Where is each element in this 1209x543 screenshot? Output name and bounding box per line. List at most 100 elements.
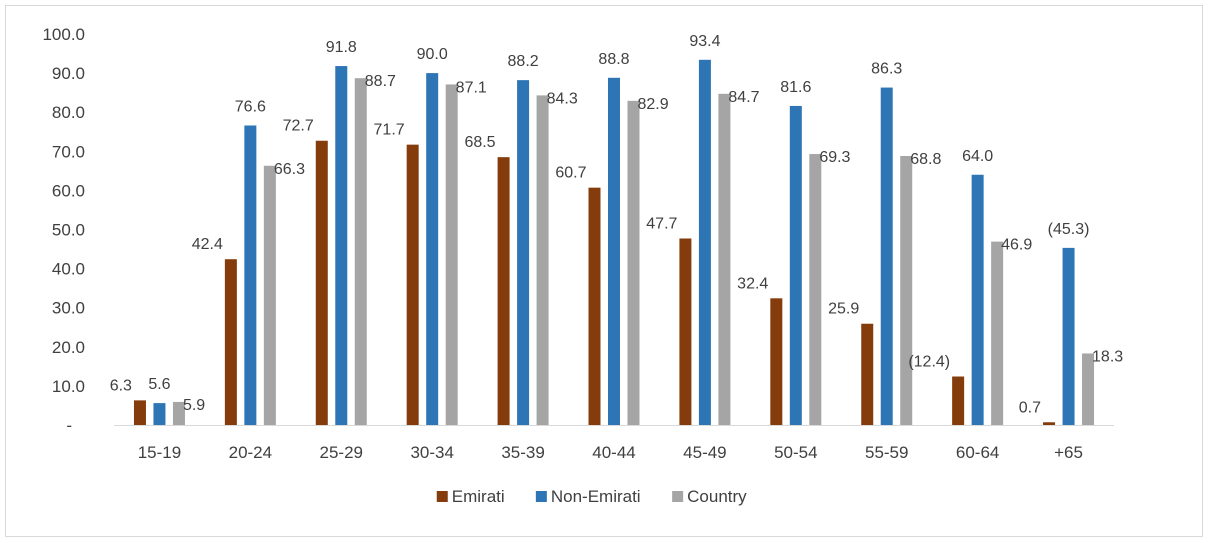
y-tick-label: 80.0	[52, 103, 85, 122]
data-label: 68.8	[910, 151, 941, 168]
data-label: 84.3	[547, 90, 578, 107]
bar-non-emirati	[880, 87, 893, 425]
x-tick-label: 55-59	[865, 443, 908, 462]
data-label: 88.8	[598, 51, 629, 68]
data-label: 64.0	[962, 148, 993, 165]
bar-country	[900, 155, 913, 425]
y-tick-label: 50.0	[52, 221, 85, 240]
bar-non-emirati	[153, 403, 166, 425]
bar-non-emirati	[244, 125, 257, 425]
data-label: 32.4	[737, 275, 768, 292]
y-tick-label: 40.0	[52, 260, 85, 279]
y-tick-label: -	[66, 416, 72, 435]
x-tick-label: 60-64	[956, 443, 999, 462]
y-tick-label: 60.0	[52, 181, 85, 200]
bar-non-emirati	[1062, 247, 1075, 425]
x-tick-label: +65	[1054, 443, 1083, 462]
bar-emirati	[770, 298, 783, 425]
data-label: 47.7	[646, 215, 677, 232]
bar-non-emirati	[517, 80, 530, 425]
data-label: 5.6	[148, 376, 170, 393]
bar-country	[809, 154, 822, 426]
data-label: 60.7	[555, 165, 586, 182]
bar-emirati	[133, 400, 146, 425]
data-label: 6.3	[110, 377, 132, 394]
data-label: 18.3	[1092, 348, 1123, 365]
bar-emirati	[497, 157, 510, 426]
data-label: 5.9	[183, 397, 205, 414]
x-tick-label: 25-29	[320, 443, 363, 462]
chart-frame: - 10.0 20.0 30.0 40.0 50.0 60.0 70.0 80.0 90.0 100…	[5, 5, 1203, 537]
bar-non-emirati	[426, 73, 439, 425]
x-axis: 15-19 20-24 25-29 30-34 35-39 40-44 45-49 50-54…	[114, 425, 1114, 462]
y-tick-label: 70.0	[52, 142, 85, 161]
bar-country	[536, 95, 549, 426]
y-axis: - 10.0 20.0 30.0 40.0 50.0 60.0 70.0 80.0 90.0 100…	[42, 25, 85, 435]
bar-country	[718, 93, 731, 425]
data-label: 72.7	[283, 118, 314, 135]
y-tick-label: 100.0	[42, 25, 85, 44]
bar-emirati	[315, 140, 328, 426]
y-tick-label: 10.0	[52, 377, 85, 396]
x-tick-label: 35-39	[501, 443, 544, 462]
legend-label-country: Country	[687, 487, 747, 506]
data-label: 84.7	[728, 89, 759, 106]
data-label: (45.3)	[1048, 221, 1090, 238]
data-label: 76.6	[235, 98, 266, 115]
x-tick-label: 15-19	[138, 443, 181, 462]
bar-emirati	[588, 187, 601, 425]
bar-country	[1082, 353, 1095, 425]
legend-swatch-emirati	[436, 491, 448, 502]
legend-label-non-emirati: Non-Emirati	[551, 487, 641, 506]
data-label: 0.7	[1019, 399, 1041, 416]
data-label: 82.9	[638, 96, 669, 113]
bar-non-emirati	[335, 66, 348, 425]
data-labels: 6.3 5.6 5.9 42.4 76.6 66.3 72.7 91.8 88.7 71.7 90.…	[110, 33, 1124, 416]
bar-country	[354, 78, 367, 426]
x-tick-label: 30-34	[410, 443, 453, 462]
y-tick-label: 90.0	[52, 64, 85, 83]
bar-country	[263, 165, 276, 425]
bar-chart: - 10.0 20.0 30.0 40.0 50.0 60.0 70.0 80.0 90.0 100…	[42, 25, 1124, 506]
data-label: 90.0	[417, 46, 448, 63]
bars	[133, 59, 1095, 426]
legend-label-emirati: Emirati	[452, 487, 505, 506]
legend: Emirati Non-Emirati Country	[436, 487, 747, 506]
data-label: 71.7	[374, 122, 405, 139]
data-label: 81.6	[780, 79, 811, 96]
data-label: 93.4	[689, 33, 720, 50]
x-tick-label: 40-44	[592, 443, 635, 462]
data-label: 42.4	[192, 236, 223, 253]
bar-emirati	[1043, 422, 1056, 425]
bar-non-emirati	[789, 105, 802, 425]
bar-non-emirati	[698, 59, 711, 425]
data-label: 68.5	[464, 134, 495, 151]
bar-country	[627, 100, 640, 426]
x-tick-label: 45-49	[683, 443, 726, 462]
y-tick-label: 30.0	[52, 299, 85, 318]
bar-emirati	[952, 376, 965, 425]
bar-non-emirati	[608, 77, 620, 426]
bar-emirati	[406, 144, 419, 425]
bar-emirati	[679, 238, 692, 425]
data-label: 88.7	[365, 73, 396, 90]
bar-emirati	[861, 323, 874, 425]
data-label: 88.2	[508, 53, 539, 70]
bar-country	[172, 401, 185, 425]
data-label: 66.3	[274, 161, 305, 178]
data-label: 87.1	[456, 79, 487, 96]
bar-country	[991, 241, 1004, 425]
x-tick-label: 20-24	[229, 443, 272, 462]
bar-country	[445, 84, 458, 426]
data-label: 69.3	[819, 149, 850, 166]
data-label: 86.3	[871, 61, 902, 78]
data-label: 91.8	[326, 39, 357, 56]
bar-emirati	[224, 259, 237, 425]
data-label: 46.9	[1001, 237, 1032, 254]
y-tick-label: 20.0	[52, 338, 85, 357]
legend-swatch-country	[672, 491, 684, 502]
x-tick-label: 50-54	[774, 443, 817, 462]
data-label: (12.4)	[908, 354, 950, 371]
legend-swatch-non-emirati	[535, 491, 547, 502]
data-label: 25.9	[828, 301, 859, 318]
